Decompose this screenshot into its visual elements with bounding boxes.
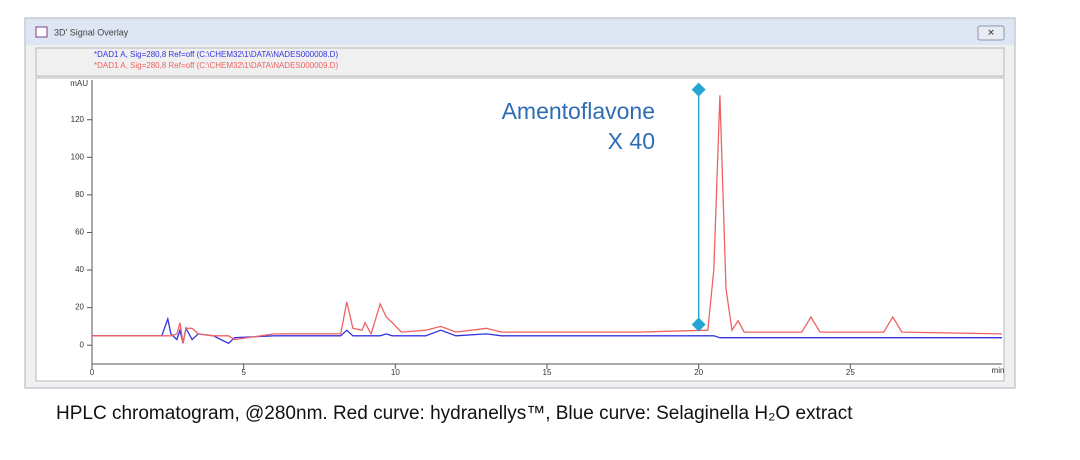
y-tick-label: 120	[71, 115, 85, 124]
close-icon[interactable]: ✕	[987, 27, 995, 37]
x-tick-label: 10	[391, 368, 400, 377]
y-axis-label: mAU	[70, 79, 88, 88]
x-tick-label: 25	[846, 368, 855, 377]
legend-entry: *DAD1 A, Sig=280,8 Ref=off (C:\CHEM32\1\…	[94, 50, 338, 59]
caption: HPLC chromatogram, @280nm. Red curve: hy…	[56, 403, 853, 424]
window-title: 3D' Signal Overlay	[54, 27, 129, 37]
plot-panel	[35, 77, 1005, 382]
signal-line	[92, 95, 1003, 344]
y-tick-label: 60	[75, 228, 84, 237]
signal-line	[92, 316, 1002, 345]
x-tick-label: 5	[241, 368, 246, 377]
y-tick-label: 80	[75, 190, 84, 199]
marker-diamond	[691, 317, 706, 332]
y-tick-label: 100	[71, 152, 85, 161]
y-tick-label: 0	[80, 340, 85, 349]
close-button[interactable]	[977, 25, 1005, 41]
legend-entry: *DAD1 A, Sig=280,8 Ref=off (C:\CHEM32\1\…	[94, 61, 338, 70]
legend-box	[35, 47, 1005, 77]
marker-diamond	[691, 82, 706, 97]
y-tick-label: 20	[75, 303, 84, 312]
signal-overlay-window: 3D' Signal Overlay ✕ *DAD1 A, Sig=280,8 …	[24, 17, 1016, 389]
y-tick-label: 40	[75, 265, 84, 274]
annotation-text: X 40	[608, 128, 655, 154]
annotation-text: Amentoflavone	[502, 98, 655, 124]
title-bar	[26, 19, 1014, 45]
x-tick-label: 20	[694, 368, 703, 377]
x-tick-label: 0	[90, 368, 95, 377]
x-axis-label: min	[992, 366, 1005, 375]
x-tick-label: 15	[543, 368, 552, 377]
window-icon	[35, 26, 48, 38]
